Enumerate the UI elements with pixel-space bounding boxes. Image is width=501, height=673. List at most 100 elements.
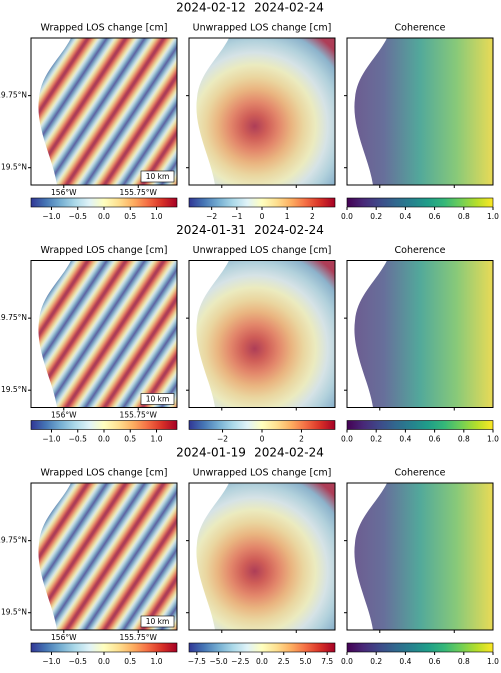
panel-title: Wrapped LOS change [cm] [40, 245, 167, 256]
y-tick-label: 19.75°N [0, 313, 27, 322]
hillshade [189, 483, 335, 630]
panel-frame [188, 482, 336, 631]
ocean [31, 260, 71, 408]
colorbar [30, 420, 178, 430]
colorbar-tick-label: 0.4 [399, 212, 411, 221]
colorbar-tick-label: 1.0 [151, 657, 163, 666]
colorbar-tick-label: 2 [310, 212, 315, 221]
colorbar-tick-label: 2 [299, 435, 304, 444]
hillshade [31, 38, 177, 185]
ocean [347, 38, 387, 185]
colorbar-tick-label: 2.5 [278, 657, 290, 666]
y-tick-label: 19.5°N [1, 385, 27, 394]
colorbar [346, 642, 494, 653]
colorbar-tick-label: 0.0 [98, 212, 110, 221]
scalebar-label: 10 km [146, 172, 170, 181]
colorbar-tick-label: −2 [206, 212, 217, 221]
colorbar-tick-label: 0.0 [256, 657, 268, 666]
row-title: 2024-02-12 [176, 1, 246, 15]
colorbar [188, 420, 336, 430]
x-tick-label: 156°W [51, 188, 77, 197]
panel-frame [346, 260, 494, 408]
colorbar-tick-label: 0.0 [98, 657, 110, 666]
colorbar-tick-label: −0.5 [69, 657, 87, 666]
colorbar-tick-label: 1.0 [151, 212, 163, 221]
colorbar-tick-label: 0.6 [429, 435, 441, 444]
colorbar [30, 642, 178, 653]
ocean [189, 483, 229, 630]
colorbar-tick-label: 0.8 [458, 435, 470, 444]
colorbar-tick-label: 0.0 [341, 212, 353, 221]
row-title: 2024-02-24 [254, 1, 324, 15]
y-tick-label: 19.5°N [1, 608, 27, 617]
scalebar-label: 10 km [146, 395, 170, 404]
colorbar [30, 197, 178, 208]
x-tick-label: 156°W [51, 411, 77, 420]
colorbar [188, 642, 336, 653]
panel-frame [346, 482, 494, 631]
colorbar-tick-label: 0.5 [124, 212, 136, 221]
colorbar [346, 420, 494, 430]
panel-title: Coherence [395, 468, 446, 479]
y-tick-label: 19.5°N [1, 163, 27, 172]
colorbar-tick-label: 0.2 [370, 657, 382, 666]
colorbar-tick-label: 0.5 [124, 435, 136, 444]
hillshade [31, 260, 177, 408]
colorbar-tick-label: 1 [285, 212, 290, 221]
map-image [31, 483, 177, 630]
colorbar [188, 197, 336, 208]
panel-title: Wrapped LOS change [cm] [40, 23, 167, 34]
map-image [31, 38, 177, 185]
hillshade [347, 38, 493, 185]
colorbar-tick-label: 0.2 [370, 435, 382, 444]
x-tick-label: 155.75°W [120, 633, 158, 642]
map-image [189, 483, 335, 630]
hillshade [31, 483, 177, 630]
panel-title: Unwrapped LOS change [cm] [193, 245, 332, 256]
panel-frame [346, 37, 494, 186]
colorbar-tick-label: 1.0 [487, 212, 499, 221]
panel-title: Coherence [395, 245, 446, 256]
row-title: 2024-01-19 [176, 446, 246, 460]
ocean [347, 483, 387, 630]
colorbar-tick-label: −2 [217, 435, 228, 444]
row-title: 2024-01-31 [176, 223, 246, 237]
ocean [189, 38, 229, 185]
ocean [189, 260, 229, 408]
x-tick-label: 155.75°W [120, 188, 158, 197]
colorbar-tick-label: −1.0 [42, 212, 60, 221]
map-image [189, 260, 335, 408]
colorbar-tick-label: −0.5 [69, 212, 87, 221]
ocean [31, 483, 71, 630]
colorbar-tick-label: 0.4 [399, 657, 411, 666]
colorbar-tick-label: 0.6 [429, 212, 441, 221]
colorbar-tick-label: 0.0 [341, 657, 353, 666]
map-image [189, 38, 335, 185]
colorbar-tick-label: −5.0 [209, 657, 227, 666]
y-tick-label: 19.75°N [0, 91, 27, 100]
colorbar-tick-label: 0.0 [341, 435, 353, 444]
row-title: 2024-02-24 [254, 446, 324, 460]
colorbar-tick-label: −7.5 [188, 657, 206, 666]
hillshade [189, 38, 335, 185]
y-tick-label: 19.75°N [0, 536, 27, 545]
map-image [347, 38, 493, 185]
colorbar-tick-label: 0.6 [429, 657, 441, 666]
colorbar-tick-label: −1.0 [42, 657, 60, 666]
panel-title: Coherence [395, 23, 446, 34]
colorbar-tick-label: 0.2 [370, 212, 382, 221]
map-image [31, 260, 177, 408]
scalebar-box [140, 393, 175, 405]
scalebar-box [140, 170, 175, 183]
colorbar-tick-label: 0.0 [98, 435, 110, 444]
row-title: 2024-02-24 [254, 223, 324, 237]
map-image [347, 260, 493, 408]
panel-title: Wrapped LOS change [cm] [40, 468, 167, 479]
hillshade [189, 260, 335, 408]
colorbar-tick-label: 0.5 [124, 657, 136, 666]
scalebar-label: 10 km [146, 617, 170, 626]
panel-frame [188, 260, 336, 408]
colorbar [346, 197, 494, 208]
colorbar-tick-label: 7.5 [321, 657, 333, 666]
